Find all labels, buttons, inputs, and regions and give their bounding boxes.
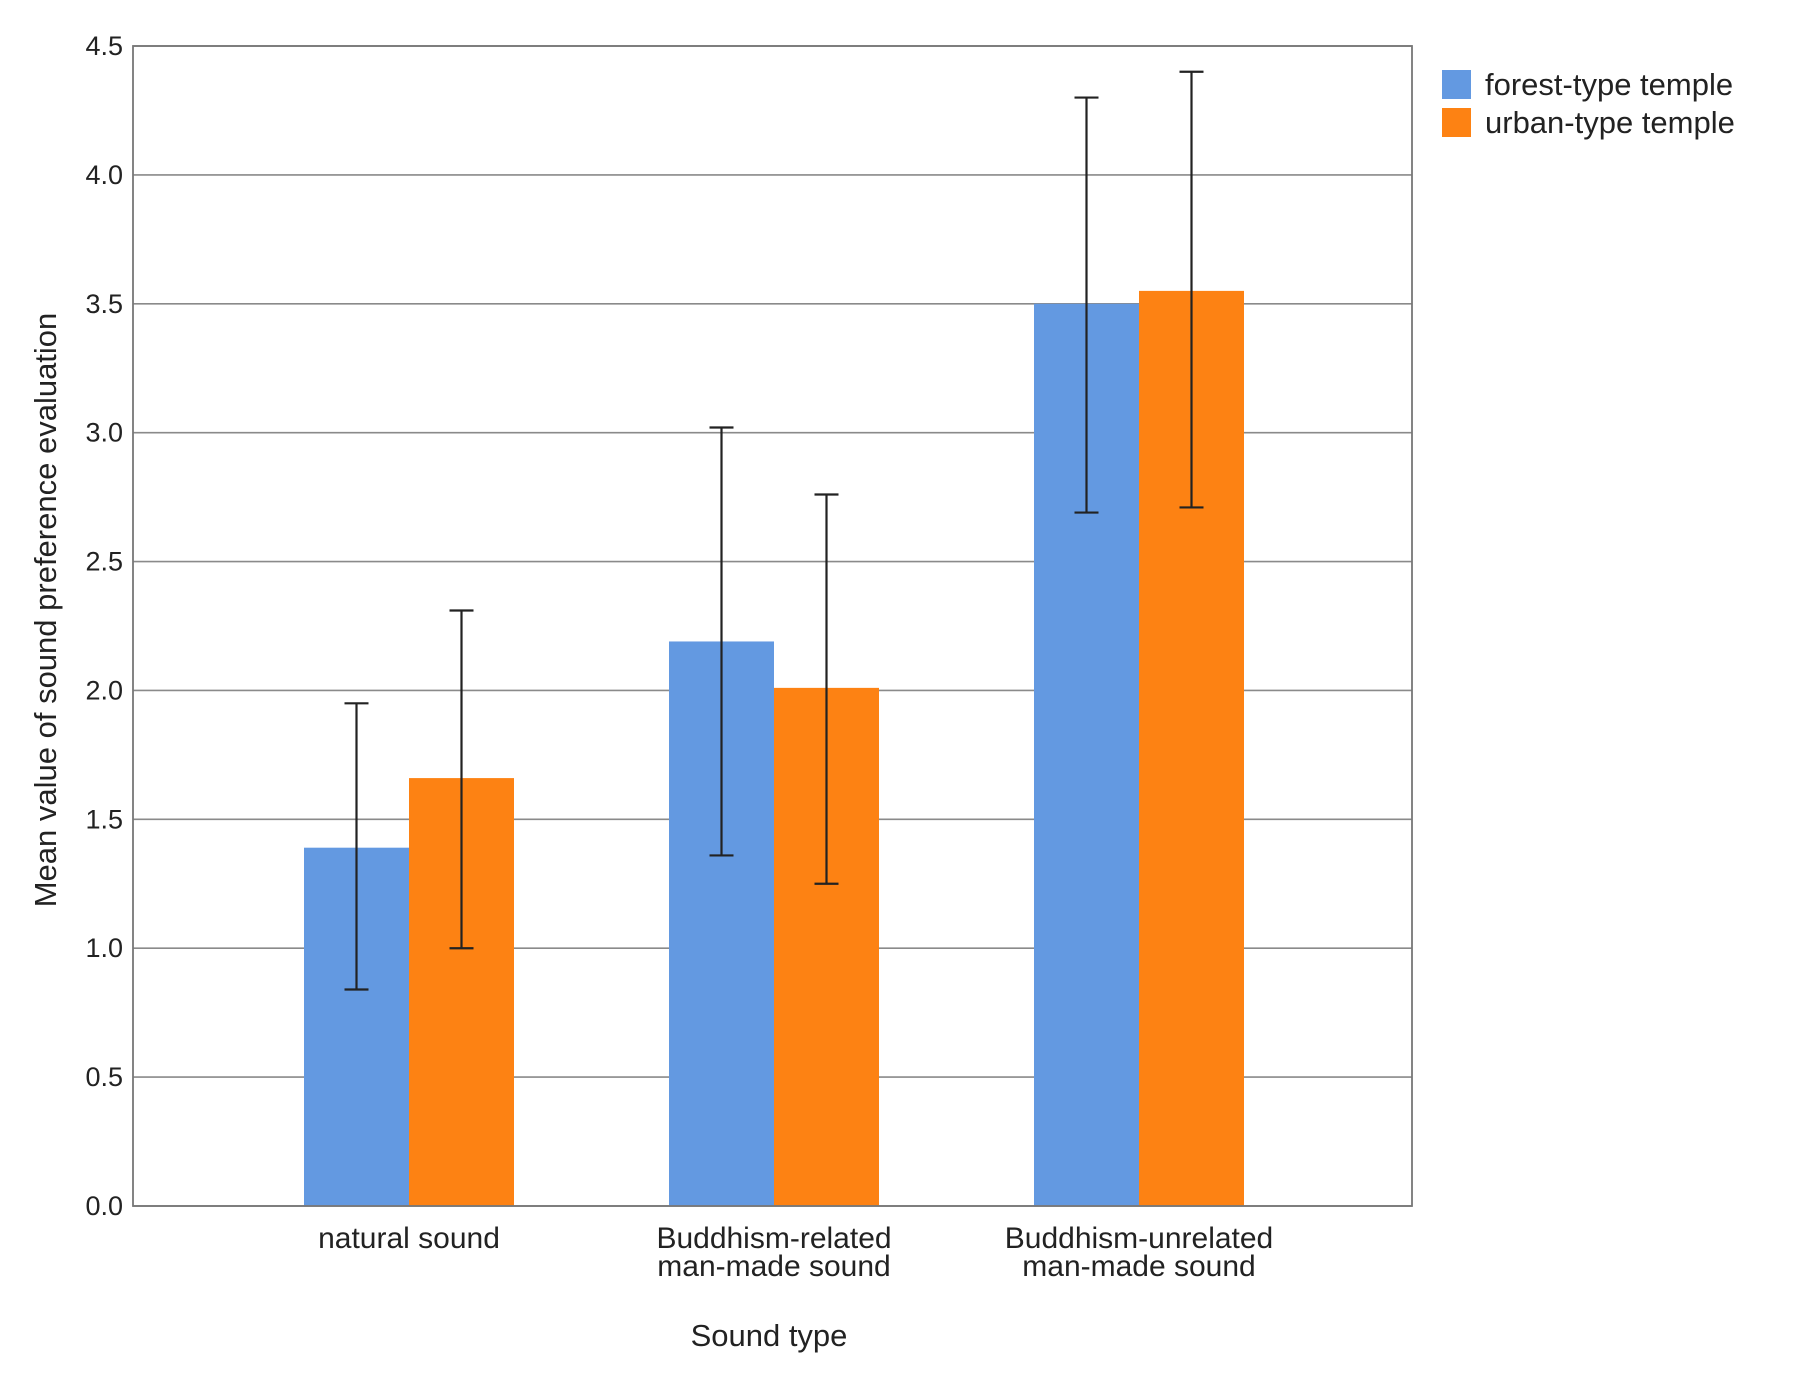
y-tick-label: 2.5 bbox=[85, 547, 123, 577]
legend-label: urban-type temple bbox=[1485, 105, 1735, 140]
legend-swatch bbox=[1442, 108, 1471, 137]
x-category-label: man-made sound bbox=[657, 1250, 890, 1283]
error-bar bbox=[344, 702, 369, 991]
y-tick-label: 4.5 bbox=[85, 31, 123, 61]
x-category-label: Buddhism-related bbox=[656, 1222, 891, 1255]
error-bar bbox=[449, 609, 474, 950]
error-bar bbox=[1179, 70, 1204, 509]
y-tick-label: 3.5 bbox=[85, 289, 123, 319]
legend-item: forest-type temple bbox=[1442, 67, 1733, 102]
y-tick-label: 0.5 bbox=[85, 1062, 123, 1092]
error-bar bbox=[814, 493, 839, 885]
error-bars bbox=[344, 70, 1204, 991]
x-category-label: Buddhism-unrelated bbox=[1005, 1222, 1274, 1255]
y-tick-label: 1.0 bbox=[85, 933, 123, 963]
legend-label: forest-type temple bbox=[1485, 67, 1733, 102]
y-tick-label: 4.0 bbox=[85, 160, 123, 190]
x-category-label: man-made sound bbox=[1022, 1250, 1255, 1283]
x-category-label: natural sound bbox=[318, 1222, 500, 1255]
y-tick-labels: 0.0 0.5 1.0 1.5 2.0 2.5 3.0 3.5 4.0 4.5 bbox=[85, 31, 123, 1221]
y-tick-label: 1.5 bbox=[85, 804, 123, 834]
y-tick-label: 0.0 bbox=[85, 1191, 123, 1221]
y-axis-title: Mean value of sound preference evaluatio… bbox=[28, 313, 63, 908]
x-axis-title: Sound type bbox=[691, 1318, 848, 1353]
bars bbox=[304, 290, 1244, 1206]
error-bar bbox=[709, 426, 734, 857]
legend-swatch bbox=[1442, 70, 1471, 99]
legend-item: urban-type temple bbox=[1442, 105, 1735, 140]
y-tick-label: 3.0 bbox=[85, 418, 123, 448]
error-bar bbox=[1074, 96, 1099, 514]
plot-frame bbox=[132, 45, 1413, 1207]
y-tick-label: 2.0 bbox=[85, 675, 123, 705]
